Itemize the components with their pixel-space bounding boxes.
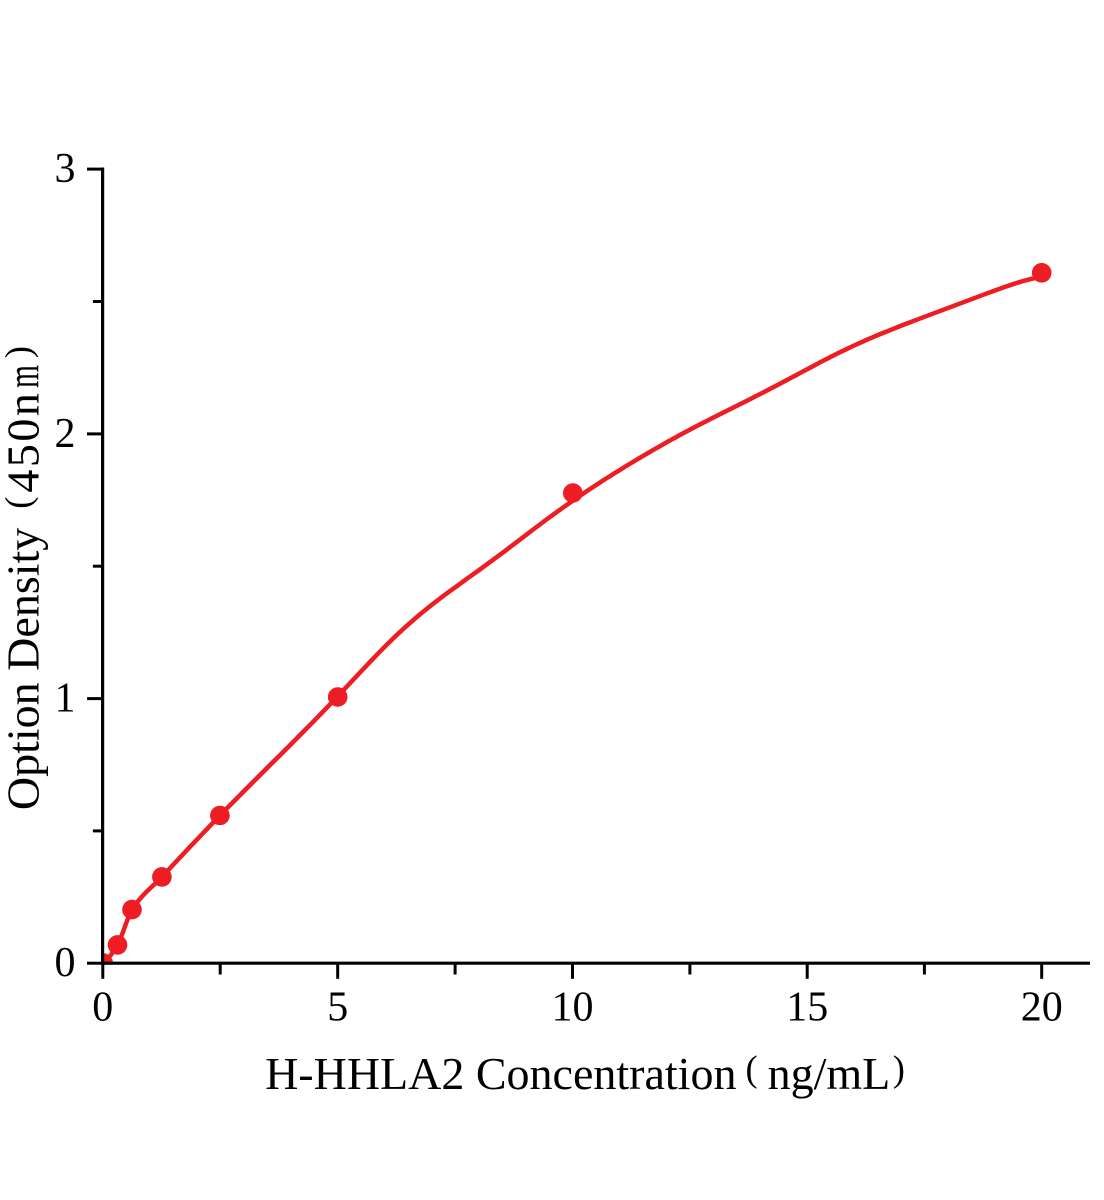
svg-text:1: 1 (55, 676, 76, 722)
svg-text:0: 0 (55, 940, 76, 986)
svg-text:H-HHLA2 Concentration(ng/mL): H-HHLA2 Concentration(ng/mL) (265, 1048, 905, 1099)
svg-text:10: 10 (552, 985, 594, 1031)
svg-text:2: 2 (55, 411, 76, 457)
svg-text:3: 3 (55, 146, 76, 192)
svg-text:Option Density(450nm): Option Density(450nm) (0, 346, 48, 810)
svg-text:0: 0 (92, 985, 113, 1031)
svg-text:15: 15 (786, 985, 828, 1031)
svg-text:20: 20 (1021, 985, 1063, 1031)
svg-text:5: 5 (327, 985, 348, 1031)
